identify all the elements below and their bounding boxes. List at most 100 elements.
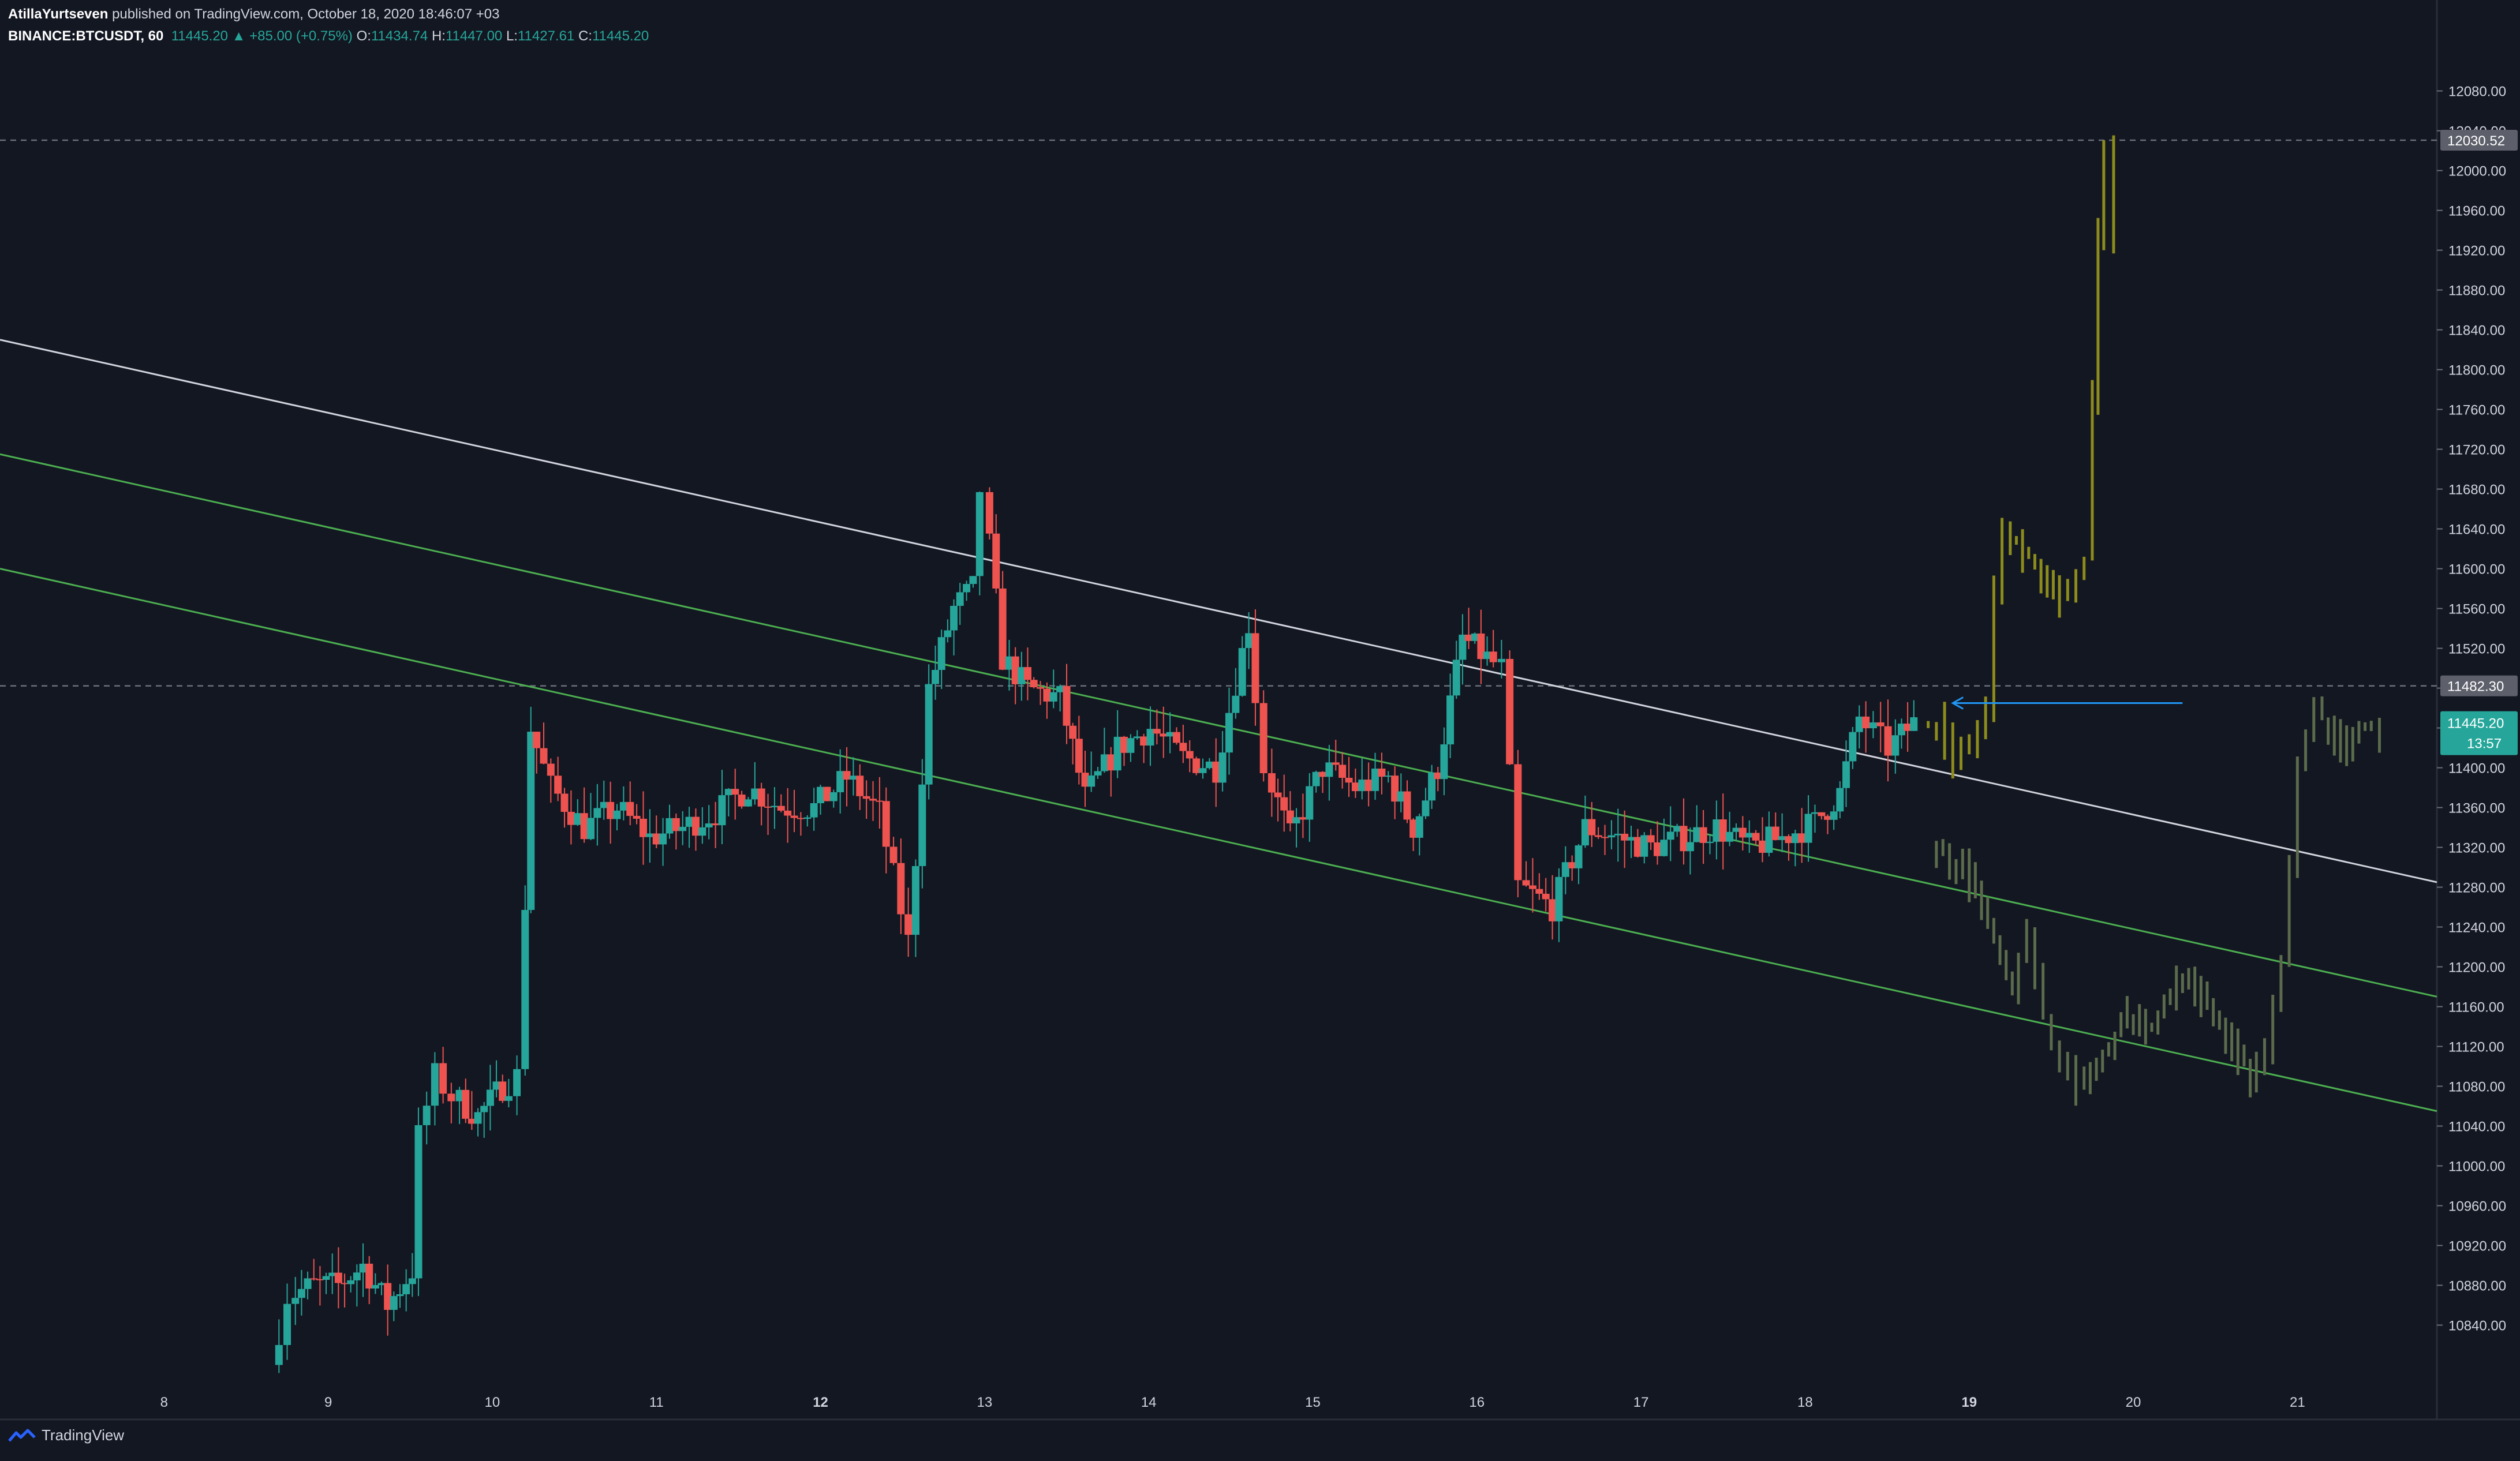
bar-countdown-label: 13:57	[2467, 736, 2502, 752]
open-label: O:	[356, 28, 371, 44]
level-price-label: 11482.30	[2447, 679, 2504, 695]
candle-body	[431, 1063, 439, 1106]
candle-body	[1268, 773, 1276, 793]
current-price-label: 11445.20	[2447, 716, 2504, 732]
candle-body	[764, 806, 772, 808]
candle-body	[992, 533, 1000, 589]
candle-body	[685, 816, 693, 827]
candle-body	[1897, 724, 1905, 736]
candle-body	[1824, 816, 1831, 820]
time-axis-label: 18	[1797, 1395, 1813, 1410]
candle-body	[1804, 814, 1812, 843]
candle-body	[1345, 778, 1353, 783]
candle-body	[1771, 826, 1779, 840]
candle-body	[1397, 791, 1405, 802]
candle-body	[540, 748, 548, 764]
candle-body	[1259, 703, 1268, 773]
candle-body	[1018, 667, 1026, 684]
candle-body	[316, 1279, 324, 1280]
candle-body	[876, 800, 884, 802]
close-value: 11445.20	[592, 28, 649, 44]
author-name[interactable]: AtillaYurtseven	[8, 6, 109, 22]
candle-body	[969, 576, 977, 585]
candle-body	[1005, 656, 1014, 670]
candle-body	[1440, 744, 1448, 780]
candle-body	[1232, 695, 1240, 713]
candle-body	[328, 1272, 337, 1276]
descending-resistance-line	[0, 339, 2437, 883]
candle-body	[950, 605, 958, 631]
candle-body	[1640, 835, 1648, 857]
candle-body	[1299, 817, 1307, 820]
candle-body	[1428, 772, 1436, 801]
candle-body	[462, 1089, 470, 1119]
candle-body	[1186, 751, 1194, 759]
price-axis-label: 11920.00	[2448, 244, 2505, 259]
candle-body	[856, 776, 864, 796]
candle-body	[956, 592, 964, 606]
candle-body	[1477, 633, 1485, 660]
candle-body	[911, 866, 919, 935]
candle-body	[1627, 837, 1635, 841]
candle-body	[1056, 685, 1064, 692]
candle-body	[1581, 819, 1589, 846]
candle-body	[593, 808, 601, 818]
candle-body	[751, 788, 759, 800]
candle-body	[1568, 862, 1576, 868]
candle-body	[1680, 826, 1688, 852]
candle-body	[1384, 776, 1392, 777]
candle-body	[1274, 792, 1282, 797]
candle-body	[574, 813, 582, 825]
candle-body	[1869, 722, 1877, 729]
candle-body	[1686, 842, 1694, 852]
candle-body	[1483, 651, 1491, 660]
candle-body	[1706, 841, 1714, 843]
time-axis-label: 14	[1141, 1395, 1157, 1410]
candle-body	[1752, 833, 1760, 841]
candle-body	[823, 786, 831, 801]
candle-body	[365, 1264, 373, 1289]
candle-body	[797, 818, 805, 819]
candle-body	[1891, 735, 1900, 756]
candle-body	[698, 827, 706, 836]
candle-body	[1378, 769, 1386, 777]
candle-body	[322, 1276, 330, 1280]
symbol-label[interactable]: BINANCE:BTCUSDT, 60	[8, 28, 164, 44]
tradingview-logo[interactable]: TradingView	[8, 1426, 124, 1444]
price-axis-label: 11240.00	[2448, 920, 2505, 936]
candle-body	[1192, 758, 1201, 773]
candle-body	[1791, 833, 1799, 844]
candle-body	[985, 492, 993, 534]
candle-body	[1063, 685, 1071, 726]
candle-body	[1286, 810, 1294, 823]
candle-body	[712, 823, 720, 826]
high-label: H:	[431, 28, 446, 44]
candle-body	[1884, 726, 1892, 756]
descending-channel-line	[0, 453, 2437, 998]
candle-body	[1489, 651, 1497, 662]
candle-body	[1325, 762, 1333, 777]
candle-body	[1358, 780, 1366, 792]
time-axis-label: 16	[1469, 1395, 1485, 1410]
candle-body	[480, 1106, 488, 1112]
candle-body	[1465, 634, 1473, 641]
candle-body	[1719, 819, 1727, 842]
candle-body	[1601, 837, 1609, 838]
candle-body	[1212, 761, 1220, 783]
candle-body	[639, 818, 647, 837]
candle-body	[377, 1283, 386, 1286]
candle-body	[1594, 835, 1602, 837]
candle-body	[1758, 840, 1766, 853]
candle-body	[1830, 811, 1838, 820]
candle-body	[297, 1288, 305, 1298]
candle-body	[402, 1284, 410, 1295]
high-value: 11447.00	[445, 28, 503, 44]
price-axis-label: 11600.00	[2448, 562, 2505, 578]
candle-body	[1225, 713, 1233, 753]
time-axis-label: 10	[485, 1395, 500, 1410]
candle-body	[1660, 840, 1668, 856]
price-axis-label: 11280.00	[2448, 881, 2505, 896]
candle-body	[613, 810, 621, 819]
candle-body	[547, 763, 555, 776]
